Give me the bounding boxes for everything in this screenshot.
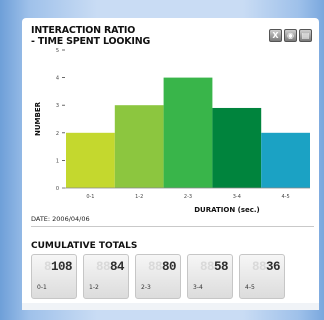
counter-unlit-digits: 8 — [43, 260, 52, 274]
total-value: 8836 — [251, 260, 281, 274]
x-tick-label: 1-2 — [135, 194, 143, 200]
x-tick-label: 0-1 — [86, 194, 94, 200]
counter-digits: 36 — [265, 260, 281, 274]
bar — [212, 107, 262, 188]
total-value: 8108 — [43, 260, 73, 274]
y-tick-label: 2 — [56, 131, 59, 137]
total-label: 1-2 — [89, 284, 99, 291]
total-label: 3-4 — [193, 284, 203, 291]
bar — [66, 132, 115, 188]
total-counter-2-3: 8880 2-3 — [135, 254, 181, 299]
cumulative-totals-title: CUMULATIVE TOTALS — [31, 241, 138, 251]
y-tick-label: 0 — [56, 186, 59, 192]
counter-unlit-digits: 88 — [95, 260, 111, 274]
total-label: 4-5 — [245, 284, 255, 291]
x-tick-label: 3-4 — [233, 194, 241, 200]
total-counter-3-4: 8858 3-4 — [187, 254, 233, 299]
total-value: 8880 — [147, 260, 177, 274]
y-tick-label: 1 — [56, 158, 59, 164]
bar — [114, 105, 164, 188]
bar-chart: 0 1 2 3 4 5 NUMBER 0-1 1-2 2-3 3-4 4-5 DURATION (sec… — [34, 48, 310, 214]
footer-band — [22, 303, 319, 310]
counter-unlit-digits: 88 — [199, 260, 215, 274]
x-tick-label: 4-5 — [282, 194, 290, 200]
total-value: 8858 — [199, 260, 229, 274]
report-panel: INTERACTION RATIO - TIME SPENT LOOKING X… — [22, 18, 319, 310]
chart-toolbar: X ◉ ▤ — [269, 29, 312, 42]
y-axis-label: NUMBER — [34, 101, 42, 136]
divider — [31, 226, 314, 227]
x-axis-label: DURATION (sec.) — [194, 206, 260, 214]
x-tick-label: 2-3 — [184, 194, 192, 200]
y-tick-label: 4 — [56, 76, 59, 82]
print-icon[interactable]: ▤ — [299, 29, 312, 42]
counter-digits: 84 — [109, 260, 125, 274]
excel-export-icon[interactable]: X — [269, 29, 282, 42]
view-icon[interactable]: ◉ — [284, 29, 297, 42]
counter-digits: 108 — [50, 260, 73, 274]
y-tick-label: 5 — [56, 48, 59, 54]
total-label: 0-1 — [37, 284, 47, 291]
bar — [163, 77, 213, 188]
total-counter-4-5: 8836 4-5 — [239, 254, 285, 299]
y-tick-label: 3 — [56, 103, 59, 109]
counter-digits: 58 — [213, 260, 229, 274]
total-counter-0-1: 8108 0-1 — [31, 254, 77, 299]
total-label: 2-3 — [141, 284, 151, 291]
counter-unlit-digits: 88 — [147, 260, 163, 274]
total-counter-1-2: 8884 1-2 — [83, 254, 129, 299]
counter-digits: 80 — [161, 260, 177, 274]
total-value: 8884 — [95, 260, 125, 274]
date-label: DATE: 2006/04/06 — [31, 215, 90, 223]
chart-title: INTERACTION RATIO - TIME SPENT LOOKING — [31, 25, 151, 47]
bar — [261, 132, 310, 188]
counter-unlit-digits: 88 — [251, 260, 267, 274]
cumulative-totals: 8108 0-1 8884 1-2 8880 2-3 8858 3-4 8836 4-5 — [31, 254, 285, 299]
